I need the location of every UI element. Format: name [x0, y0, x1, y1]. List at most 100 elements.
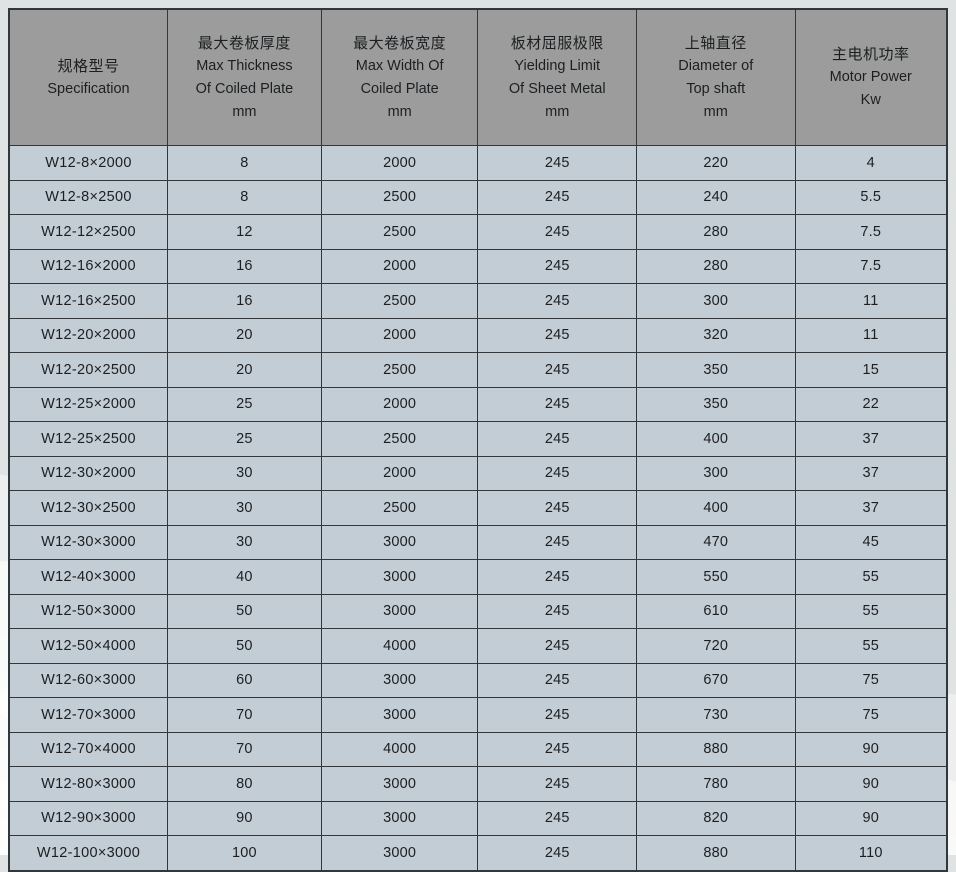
cell-max_thickness: 8 [167, 179, 322, 215]
cell-top_shaft_diameter: 220 [636, 145, 796, 181]
cell-specification: W12-16×2500 [8, 283, 169, 319]
cell-top_shaft_diameter: 320 [636, 317, 796, 353]
table-row: W12-90×3000 90 3000 245 820 90 [8, 800, 948, 836]
cell-specification: W12-60×3000 [8, 662, 169, 698]
cell-max_thickness: 8 [167, 145, 322, 181]
cell-yielding_limit: 245 [477, 283, 637, 319]
table-row: W12-30×3000 30 3000 245 470 45 [8, 524, 948, 560]
cell-motor_power: 37 [794, 421, 948, 457]
cell-yielding_limit: 245 [477, 214, 637, 250]
cell-top_shaft_diameter: 280 [636, 248, 796, 284]
cell-top_shaft_diameter: 550 [636, 559, 796, 595]
table-row: W12-50×4000 50 4000 245 720 55 [8, 628, 948, 664]
cell-specification: W12-30×2500 [8, 490, 169, 526]
table-row: W12-100×3000 100 3000 245 880 110 [8, 835, 948, 871]
cell-max_width: 3000 [320, 593, 479, 629]
cell-max_width: 2000 [320, 386, 479, 422]
table-row: W12-80×3000 80 3000 245 780 90 [8, 766, 948, 802]
cell-motor_power: 55 [794, 628, 948, 664]
cell-motor_power: 45 [794, 524, 948, 560]
table-row: W12-16×2000 16 2000 245 280 7.5 [8, 248, 948, 284]
column-header-top-shaft-diameter: 上轴直径 Diameter of Top shaft mm [636, 8, 796, 146]
cell-max_thickness: 80 [167, 766, 322, 802]
cell-specification: W12-8×2500 [8, 179, 169, 215]
cell-motor_power: 110 [794, 835, 948, 871]
table-row: W12-20×2500 20 2500 245 350 15 [8, 352, 948, 388]
cell-max_thickness: 90 [167, 800, 322, 836]
cell-top_shaft_diameter: 730 [636, 697, 796, 733]
cell-motor_power: 75 [794, 697, 948, 733]
cell-motor_power: 5.5 [794, 179, 948, 215]
cell-motor_power: 55 [794, 559, 948, 595]
cell-max_width: 3000 [320, 697, 479, 733]
cell-max_width: 3000 [320, 524, 479, 560]
cell-max_width: 2500 [320, 214, 479, 250]
cell-specification: W12-16×2000 [8, 248, 169, 284]
cell-top_shaft_diameter: 670 [636, 662, 796, 698]
cell-specification: W12-20×2500 [8, 352, 169, 388]
specification-table-container: 规格型号 Specification 最大卷板厚度 Max Thickness … [8, 8, 948, 872]
cell-motor_power: 7.5 [794, 214, 948, 250]
cell-yielding_limit: 245 [477, 524, 637, 560]
cell-top_shaft_diameter: 280 [636, 214, 796, 250]
cell-max_thickness: 50 [167, 628, 322, 664]
specification-table: 规格型号 Specification 最大卷板厚度 Max Thickness … [8, 8, 948, 872]
cell-top_shaft_diameter: 400 [636, 490, 796, 526]
cell-max_thickness: 16 [167, 283, 322, 319]
cell-top_shaft_diameter: 880 [636, 731, 796, 767]
cell-motor_power: 4 [794, 145, 948, 181]
cell-max_width: 2500 [320, 179, 479, 215]
cell-max_thickness: 20 [167, 352, 322, 388]
cell-max_thickness: 12 [167, 214, 322, 250]
table-body: W12-8×2000 8 2000 245 220 4 W12-8×2500 8 2500 245… [8, 145, 948, 871]
cell-max_thickness: 40 [167, 559, 322, 595]
cell-max_thickness: 50 [167, 593, 322, 629]
cell-yielding_limit: 245 [477, 800, 637, 836]
cell-max_thickness: 16 [167, 248, 322, 284]
table-header: 规格型号 Specification 最大卷板厚度 Max Thickness … [8, 8, 948, 146]
cell-specification: W12-12×2500 [8, 214, 169, 250]
cell-yielding_limit: 245 [477, 766, 637, 802]
header-row: 规格型号 Specification 最大卷板厚度 Max Thickness … [8, 8, 948, 146]
cell-top_shaft_diameter: 350 [636, 352, 796, 388]
cell-specification: W12-30×3000 [8, 524, 169, 560]
cell-specification: W12-25×2500 [8, 421, 169, 457]
cell-max_thickness: 70 [167, 731, 322, 767]
table-row: W12-20×2000 20 2000 245 320 11 [8, 317, 948, 353]
cell-max_thickness: 30 [167, 455, 322, 491]
cell-motor_power: 37 [794, 490, 948, 526]
table-row: W12-40×3000 40 3000 245 550 55 [8, 559, 948, 595]
cell-max_width: 4000 [320, 628, 479, 664]
column-header-max-width: 最大卷板宽度 Max Width Of Coiled Plate mm [320, 8, 479, 146]
cell-motor_power: 22 [794, 386, 948, 422]
cell-max_width: 2500 [320, 352, 479, 388]
cell-yielding_limit: 245 [477, 628, 637, 664]
cell-max_thickness: 20 [167, 317, 322, 353]
cell-top_shaft_diameter: 350 [636, 386, 796, 422]
cell-yielding_limit: 245 [477, 662, 637, 698]
cell-max_thickness: 30 [167, 490, 322, 526]
table-row: W12-30×2000 30 2000 245 300 37 [8, 455, 948, 491]
cell-specification: W12-50×3000 [8, 593, 169, 629]
cell-motor_power: 90 [794, 800, 948, 836]
cell-specification: W12-30×2000 [8, 455, 169, 491]
cell-yielding_limit: 245 [477, 593, 637, 629]
cell-specification: W12-8×2000 [8, 145, 169, 181]
cell-yielding_limit: 245 [477, 352, 637, 388]
table-row: W12-30×2500 30 2500 245 400 37 [8, 490, 948, 526]
table-row: W12-70×4000 70 4000 245 880 90 [8, 731, 948, 767]
column-header-max-thickness: 最大卷板厚度 Max Thickness Of Coiled Plate mm [167, 8, 322, 146]
cell-max_width: 2500 [320, 283, 479, 319]
cell-yielding_limit: 245 [477, 317, 637, 353]
table-row: W12-70×3000 70 3000 245 730 75 [8, 697, 948, 733]
cell-yielding_limit: 245 [477, 559, 637, 595]
cell-max_width: 2000 [320, 455, 479, 491]
cell-motor_power: 15 [794, 352, 948, 388]
cell-max_width: 2000 [320, 248, 479, 284]
column-header-specification: 规格型号 Specification [8, 8, 169, 146]
cell-max_width: 3000 [320, 559, 479, 595]
cell-top_shaft_diameter: 780 [636, 766, 796, 802]
cell-max_width: 3000 [320, 800, 479, 836]
cell-max_width: 3000 [320, 835, 479, 871]
cell-max_width: 3000 [320, 766, 479, 802]
